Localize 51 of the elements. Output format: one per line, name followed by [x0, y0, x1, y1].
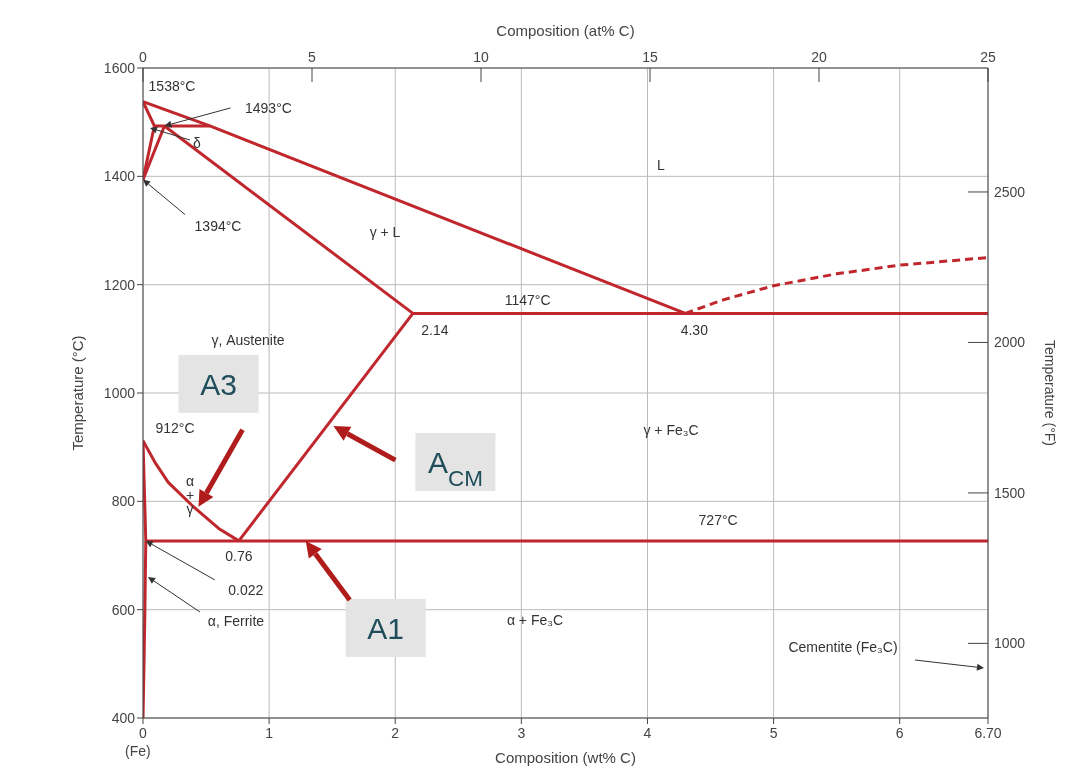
annotation: 1493°C: [245, 99, 292, 116]
y-tick-label: 1000: [103, 384, 136, 401]
x-tick-label: 6: [895, 725, 904, 741]
annotation: A$_{CM}$: [427, 446, 483, 491]
x-tick-label: 1: [265, 725, 274, 741]
annotation: A3: [200, 367, 237, 401]
x2-tick-label: 5: [308, 49, 317, 65]
annotation: δ: [193, 135, 202, 151]
y-tick-label: 800: [111, 493, 136, 510]
x2-tick-label: 20: [811, 49, 827, 65]
annotation: A1: [367, 611, 405, 645]
annotation: γ, Austenite: [211, 332, 285, 348]
y2-tick-label: 2500: [994, 183, 1026, 200]
annotation: 4.30: [680, 322, 709, 339]
annotation: α, Ferrite: [207, 613, 265, 629]
annotation: α + γ: [185, 473, 195, 517]
y-tick-label: 1600: [103, 59, 136, 76]
annotation: 0.022: [228, 581, 264, 598]
annotation: 0.76: [225, 547, 253, 564]
y-tick-label: 1400: [103, 168, 136, 185]
x2-tick-label: 15: [642, 49, 658, 65]
y2-tick-label: 1500: [994, 484, 1026, 501]
y2-axis-title: Temperature (°F): [1042, 340, 1059, 446]
y-tick-label: 1200: [103, 276, 136, 293]
annotation: γ + Fe₃C: [643, 422, 699, 438]
x-tick-label: 2: [391, 725, 400, 741]
annotation: γ + L: [369, 224, 401, 240]
y-axis-title: Temperature (°C): [69, 335, 87, 451]
y2-tick-label: 2000: [994, 334, 1026, 351]
x-tick-label: 4: [643, 725, 652, 741]
x-tick-label: 6.70: [974, 725, 1002, 741]
x-tick-label: 3: [517, 725, 526, 741]
x2-tick-label: 0: [139, 49, 148, 65]
y-tick-label: 600: [111, 601, 136, 618]
annotation: 2.14: [421, 322, 449, 339]
annotation: 1147°C: [504, 292, 551, 309]
annotation: 912°C: [155, 419, 195, 436]
y-tick-label: 400: [111, 709, 136, 726]
x2-tick-label: 25: [980, 49, 996, 65]
x-axis-title: Composition (wt% C): [495, 749, 636, 766]
y2-tick-label: 1000: [994, 635, 1026, 652]
annotation: L: [657, 157, 666, 173]
x-tick-label: 5: [769, 725, 778, 741]
annotation: α + Fe₃C: [506, 612, 564, 628]
x-tick-label: 0 (Fe): [125, 725, 151, 759]
x2-tick-label: 10: [473, 49, 489, 65]
annotation: 1538°C: [148, 77, 196, 94]
annotation: 727°C: [698, 511, 738, 528]
annotation: 1394°C: [194, 217, 242, 234]
x2-axis-title: Composition (at% C): [496, 22, 635, 39]
annotation: Cementite (Fe₃C): [788, 639, 898, 655]
